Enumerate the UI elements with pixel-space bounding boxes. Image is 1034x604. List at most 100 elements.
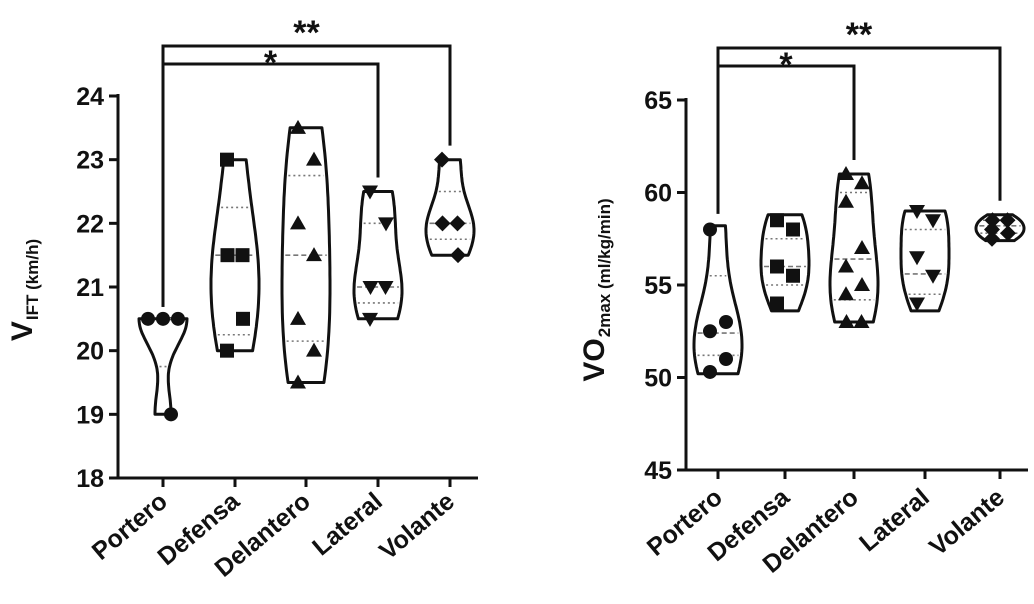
data-point bbox=[838, 286, 854, 301]
bracket-line bbox=[161, 44, 452, 307]
data-point bbox=[703, 222, 717, 237]
y-tick-label: 50 bbox=[644, 365, 672, 393]
data-point bbox=[362, 281, 379, 295]
data-point bbox=[984, 221, 1000, 238]
x-category-label: Lateral bbox=[307, 487, 388, 561]
data-point bbox=[220, 343, 234, 358]
y-tick-label: 60 bbox=[644, 180, 672, 208]
violin-outline bbox=[424, 158, 476, 257]
violin-outline bbox=[759, 213, 811, 313]
violin-group-portero bbox=[137, 311, 189, 422]
data-point bbox=[378, 217, 394, 232]
data-point bbox=[306, 151, 322, 166]
significance-label: ** bbox=[293, 14, 320, 52]
data-point bbox=[786, 222, 800, 237]
data-point bbox=[719, 352, 733, 366]
y-tick-label: 21 bbox=[76, 274, 104, 302]
y-axis-title-sub: IFT (km/h) bbox=[23, 239, 42, 320]
violin-group-portero bbox=[692, 222, 744, 379]
significance-bracket: ** bbox=[716, 16, 1002, 214]
violin-outline bbox=[280, 126, 332, 384]
data-point bbox=[290, 310, 306, 325]
violin-outline bbox=[828, 172, 880, 324]
violin-group-delantero bbox=[280, 119, 332, 389]
data-point bbox=[220, 152, 234, 167]
violin-group-lateral bbox=[352, 185, 404, 327]
data-point bbox=[434, 215, 451, 232]
significance-label: * bbox=[264, 44, 278, 82]
data-point bbox=[838, 166, 854, 180]
bracket-line bbox=[161, 62, 380, 307]
y-tick-label: 19 bbox=[76, 401, 104, 429]
violin-group-lateral bbox=[899, 205, 951, 313]
y-axis-title: VO2max (ml/kg/min) bbox=[578, 198, 614, 381]
data-point bbox=[909, 297, 925, 312]
violin-group-volante bbox=[424, 151, 476, 264]
y-axis-title-main: VO bbox=[578, 338, 611, 381]
violin-group-defensa bbox=[759, 213, 811, 313]
data-point bbox=[362, 185, 378, 200]
data-point bbox=[236, 311, 250, 326]
data-point bbox=[909, 251, 925, 266]
data-point bbox=[703, 324, 717, 339]
violin-outline bbox=[137, 317, 189, 416]
data-point bbox=[290, 119, 306, 134]
x-category-label: Lateral bbox=[854, 483, 935, 557]
significance-bracket: * bbox=[716, 46, 856, 214]
y-axis-title-sub: 2max (ml/kg/min) bbox=[595, 198, 614, 337]
y-tick-label: 23 bbox=[76, 147, 104, 175]
data-point bbox=[854, 175, 870, 190]
y-tick-label: 45 bbox=[644, 457, 672, 485]
data-point bbox=[853, 314, 870, 328]
data-point bbox=[838, 314, 855, 328]
data-point bbox=[703, 364, 717, 379]
data-point bbox=[719, 315, 733, 329]
data-point bbox=[156, 311, 170, 326]
y-axis-title-main: V bbox=[6, 321, 39, 341]
data-point bbox=[984, 212, 1001, 229]
data-point bbox=[235, 248, 250, 263]
violin-outline bbox=[899, 209, 951, 313]
x-category-label: Volante bbox=[374, 487, 460, 565]
y-tick-label: 22 bbox=[76, 210, 104, 238]
data-point bbox=[909, 205, 925, 219]
data-point bbox=[770, 213, 784, 228]
data-point bbox=[306, 247, 322, 262]
data-point bbox=[925, 214, 941, 229]
data-point bbox=[854, 240, 870, 254]
x-category-label: Volante bbox=[924, 483, 1010, 561]
data-point bbox=[449, 215, 466, 232]
data-point bbox=[838, 258, 854, 273]
data-point bbox=[770, 259, 784, 274]
data-point bbox=[1000, 225, 1016, 242]
y-tick-label: 65 bbox=[644, 87, 672, 115]
bracket-line bbox=[716, 64, 856, 214]
data-point bbox=[141, 311, 155, 326]
bracket-line bbox=[716, 46, 1002, 214]
data-point bbox=[984, 230, 1000, 247]
significance-label: ** bbox=[846, 16, 873, 54]
significance-label: * bbox=[779, 46, 793, 84]
violin-outline bbox=[974, 213, 1026, 243]
data-point bbox=[171, 311, 185, 326]
violin-outline bbox=[352, 190, 404, 321]
data-point bbox=[434, 151, 450, 168]
data-point bbox=[770, 296, 784, 311]
data-point bbox=[854, 277, 870, 291]
y-tick-label: 55 bbox=[644, 272, 672, 300]
y-tick-label: 24 bbox=[76, 83, 104, 111]
data-point bbox=[306, 342, 322, 357]
data-point bbox=[999, 212, 1016, 229]
data-point bbox=[164, 407, 178, 422]
y-tick-label: 18 bbox=[76, 465, 104, 493]
violin-outline bbox=[692, 224, 744, 376]
y-tick-label: 20 bbox=[76, 338, 104, 366]
significance-bracket: * bbox=[161, 44, 380, 307]
data-point bbox=[362, 312, 378, 327]
data-point bbox=[220, 248, 235, 263]
data-point bbox=[290, 374, 306, 389]
violin-group-volante bbox=[974, 212, 1026, 247]
violin-group-delantero bbox=[828, 166, 880, 328]
